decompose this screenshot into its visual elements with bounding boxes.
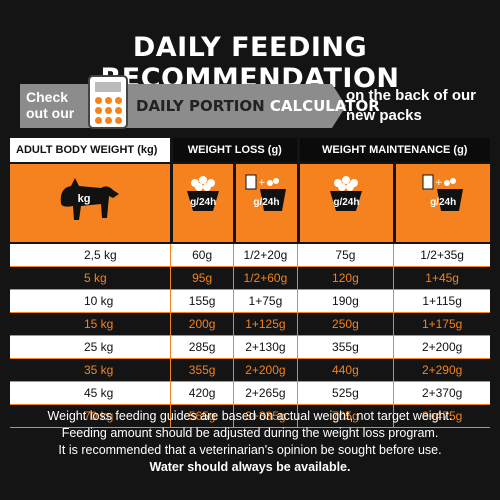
portion-cell: 1+175g (393, 313, 490, 336)
mixed-bowl-cell-loss: + g/24h (233, 164, 297, 244)
calculator-banner (20, 84, 332, 128)
mixed-bowl-cell-maintenance: + g/24h (393, 164, 490, 244)
portion-cell: 250g (296, 313, 394, 336)
table-row: 25 kg 285g 2+130g 355g 2+200g (10, 336, 490, 359)
table-row: 45 kg 420g 2+265g 525g 2+370g (10, 382, 490, 405)
portion-cell: 2+265g (233, 382, 297, 405)
dog-icon-cell: kg (10, 164, 170, 244)
banner-left-text: Check out our (26, 89, 75, 121)
daily-portion-calculator-label: DAILY PORTION CALCULATOR (136, 97, 380, 115)
portion-cell: 285g (170, 336, 234, 359)
dry-bowl-label: g/24h (333, 197, 360, 208)
dry-bowl-icon: g/24h (324, 173, 368, 233)
body-weight-cell: 15 kg (10, 313, 170, 336)
can-and-bowl-icon: + g/24h (244, 173, 288, 233)
header-weight-maintenance: WEIGHT MAINTENANCE (g) (296, 138, 490, 164)
portion-cell: 3+335g (233, 405, 297, 428)
portion-cell: 75g (296, 244, 394, 267)
table-row: 5 kg 95g 1/2+60g 120g 1+45g (10, 267, 490, 290)
body-weight-cell: 10 kg (10, 290, 170, 313)
portion-cell: 2+370g (393, 382, 490, 405)
calculator-label-part2: CALCULATOR (269, 97, 380, 115)
portion-cell: 1+115g (393, 290, 490, 313)
portion-cell: 60g (170, 244, 234, 267)
portion-cell: 2+200g (233, 359, 297, 382)
svg-text:+: + (258, 178, 266, 188)
dog-icon (60, 177, 119, 220)
footer-notes: Weight loss feeding guides are based on … (0, 408, 500, 476)
table-row: 10 kg 155g 1+75g 190g 1+115g (10, 290, 490, 313)
portion-cell: 1/2+35g (393, 244, 490, 267)
footer-line-3: It is recommended that a veterinarian's … (58, 443, 442, 457)
table-row: 35 kg 355g 2+200g 440g 2+290g (10, 359, 490, 382)
table-row: 15 kg 200g 1+125g 250g 1+175g (10, 313, 490, 336)
portion-cell: 2+130g (233, 336, 297, 359)
dry-bowl-icon: g/24h (181, 173, 225, 233)
body-weight-cell: 25 kg (10, 336, 170, 359)
body-weight-cell: 35 kg (10, 359, 170, 382)
body-weight-cell: 2,5 kg (10, 244, 170, 267)
portion-cell: 705g (296, 405, 394, 428)
mixed-bowl-label: g/24h (430, 197, 457, 208)
footer-line-2: Feeding amount should be adjusted during… (61, 426, 439, 440)
banner-arrow (332, 84, 346, 128)
feeding-table: ADULT BODY WEIGHT (kg) WEIGHT LOSS (g) W… (10, 138, 490, 428)
portion-cell: 565g (170, 405, 234, 428)
body-weight-cell: 5 kg (10, 267, 170, 290)
calculator-icon (88, 75, 128, 129)
portion-cell: 120g (296, 267, 394, 290)
body-weight-cell: 70 kg (10, 405, 170, 428)
portion-cell: 2+290g (393, 359, 490, 382)
dry-bowl-label: g/24h (190, 197, 217, 208)
banner-right-text: on the back of our new packs (346, 87, 477, 124)
calculator-label-part1: DAILY PORTION (136, 97, 265, 115)
portion-cell: 440g (296, 359, 394, 382)
portion-cell: 1/2+20g (233, 244, 297, 267)
portion-cell: 190g (296, 290, 394, 313)
mixed-bowl-label: g/24h (253, 197, 280, 208)
table-row: 2,5 kg 60g 1/2+20g 75g 1/2+35g (10, 244, 490, 267)
portion-cell: 1/2+60g (233, 267, 297, 290)
footer-line-1: Weight loss feeding guides are based on … (47, 409, 453, 423)
dry-bowl-cell-loss: g/24h (170, 164, 234, 244)
svg-text:+: + (435, 178, 443, 188)
portion-cell: 355g (170, 359, 234, 382)
icon-row: kg g/24h + (10, 164, 490, 244)
portion-cell: 420g (170, 382, 234, 405)
portion-cell: 3+475g (393, 405, 490, 428)
table-row: 70 kg 565g 3+335g 705g 3+475g (10, 405, 490, 428)
portion-cell: 1+45g (393, 267, 490, 290)
portion-cell: 200g (170, 313, 234, 336)
portion-cell: 1+75g (233, 290, 297, 313)
header-weight-loss: WEIGHT LOSS (g) (170, 138, 297, 164)
portion-cell: 2+200g (393, 336, 490, 359)
portion-cell: 95g (170, 267, 234, 290)
portion-cell: 1+125g (233, 313, 297, 336)
header-body-weight: ADULT BODY WEIGHT (kg) (10, 138, 170, 164)
footer-line-4: Water should always be available. (149, 460, 351, 474)
body-weight-cell: 45 kg (10, 382, 170, 405)
portion-cell: 155g (170, 290, 234, 313)
portion-cell: 525g (296, 382, 394, 405)
dry-bowl-cell-maintenance: g/24h (296, 164, 394, 244)
portion-cell: 355g (296, 336, 394, 359)
can-and-bowl-icon: + g/24h (421, 173, 465, 233)
